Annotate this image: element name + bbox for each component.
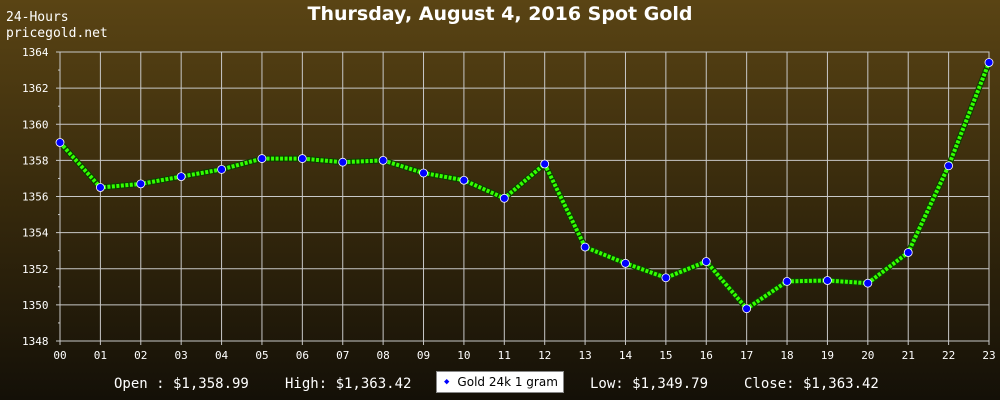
- x-tick-label: 20: [861, 349, 874, 362]
- x-tick-label: 03: [175, 349, 188, 362]
- x-tick-label: 05: [255, 349, 268, 362]
- x-tick-label: 23: [982, 349, 995, 362]
- data-point: [621, 258, 630, 268]
- chart-title: Thursday, August 4, 2016 Spot Gold: [307, 3, 693, 25]
- diamond-icon: ◆: [444, 377, 450, 387]
- data-point: [823, 276, 832, 285]
- data-point: [499, 193, 509, 203]
- site-label: pricegold.net: [6, 26, 108, 41]
- data-point: [95, 183, 105, 192]
- x-tick-label: 16: [700, 349, 713, 362]
- x-tick-label: 06: [296, 349, 309, 362]
- legend-label: Gold 24k 1 gram: [457, 375, 558, 389]
- y-tick-label: 1360: [22, 118, 49, 131]
- x-tick-label: 04: [215, 349, 229, 362]
- x-tick-label: 13: [578, 349, 591, 362]
- y-tick-label: 1358: [22, 154, 49, 167]
- y-tick-label: 1350: [22, 299, 49, 312]
- x-tick-label: 02: [134, 349, 147, 362]
- data-point: [176, 172, 186, 182]
- x-tick-label: 08: [377, 349, 390, 362]
- data-point: [742, 304, 752, 314]
- close-price: Close: $1,363.42: [744, 376, 879, 392]
- grid-layer: [59, 51, 990, 342]
- series-line-shadow: [57, 61, 992, 312]
- data-point: [136, 179, 146, 189]
- x-tick-label: 09: [417, 349, 430, 362]
- data-point: [459, 175, 469, 185]
- axis-layer: 1348 1350 1352 1354 1356 1358 1360 1362 1364 00 01…: [22, 46, 996, 362]
- y-tick-label: 1354: [22, 227, 49, 240]
- x-tick-label: 14: [619, 349, 633, 362]
- y-tick-label: 1352: [22, 263, 49, 276]
- x-tick-label: 21: [902, 349, 915, 362]
- y-tick-label: 1364: [22, 46, 49, 59]
- data-point: [55, 138, 65, 147]
- data-point: [984, 58, 994, 67]
- data-point: [338, 157, 348, 167]
- x-tick-label: 22: [942, 349, 955, 362]
- data-point: [661, 273, 671, 283]
- data-point: [257, 154, 267, 163]
- x-tick-label: 15: [659, 349, 672, 362]
- open-price: Open : $1,358.99: [114, 376, 249, 392]
- data-point: [378, 155, 388, 165]
- data-point: [903, 248, 913, 257]
- high-price: High: $1,363.42: [285, 376, 412, 392]
- y-tick-label: 1356: [22, 191, 49, 204]
- data-point: [580, 242, 590, 252]
- data-point-layer: [55, 58, 994, 314]
- data-point: [297, 154, 307, 163]
- x-tick-label: 01: [94, 349, 107, 362]
- x-tick-label: 18: [780, 349, 793, 362]
- data-point: [540, 159, 550, 169]
- series-line: [58, 61, 991, 311]
- x-tick-label: 17: [740, 349, 753, 362]
- x-tick-label: 12: [538, 349, 551, 362]
- y-tick-label: 1362: [22, 82, 49, 95]
- y-tick-label: 1348: [22, 335, 49, 348]
- series-line-layer: [57, 61, 992, 312]
- x-tick-label: 11: [498, 349, 511, 362]
- x-tick-label: 07: [336, 349, 349, 362]
- data-point: [782, 276, 792, 286]
- x-tick-label: 10: [457, 349, 470, 362]
- legend: ◆ Gold 24k 1 gram: [436, 371, 564, 393]
- low-price: Low: $1,349.79: [590, 376, 709, 392]
- x-tick-label: 19: [821, 349, 834, 362]
- data-point: [944, 161, 954, 171]
- data-point: [419, 168, 428, 178]
- data-point: [701, 257, 711, 266]
- data-point: [863, 278, 873, 288]
- data-point: [217, 165, 226, 174]
- range-label: 24-Hours: [6, 10, 69, 25]
- x-tick-label: 00: [53, 349, 66, 362]
